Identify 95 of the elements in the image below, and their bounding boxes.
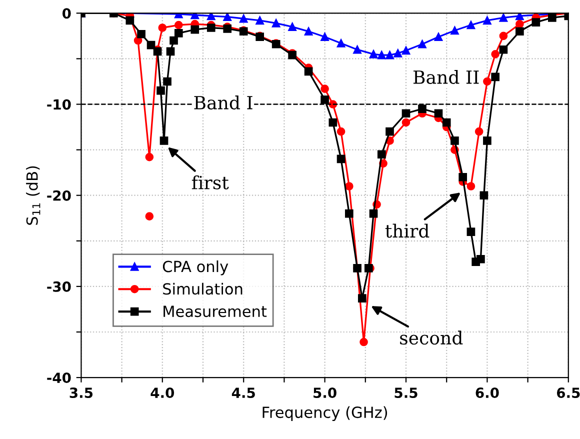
annotation: Band II: [413, 70, 479, 84]
point: [483, 136, 492, 145]
point: [377, 150, 386, 159]
x-tick-label: 5.0: [314, 388, 336, 398]
point: [304, 67, 313, 76]
point: [386, 127, 394, 136]
point: [516, 27, 524, 36]
point: [256, 16, 264, 25]
y-axis-title: S$_{11}$ (dB): [26, 166, 40, 225]
point: [548, 14, 556, 22]
point: [480, 191, 488, 200]
point: [320, 32, 329, 42]
point: [402, 109, 410, 118]
point: [499, 45, 508, 54]
point: [328, 118, 338, 127]
point: [320, 84, 329, 93]
legend-label: CPA only: [162, 260, 228, 276]
point: [499, 14, 508, 22]
point: [418, 40, 426, 48]
point: [532, 18, 540, 26]
y-tick-label: 0: [62, 8, 71, 19]
point: [402, 46, 410, 55]
point: [369, 209, 378, 218]
point: [474, 127, 484, 136]
point: [418, 104, 426, 113]
x-tick-label: 4.0: [150, 388, 174, 398]
point: [466, 182, 476, 190]
point: [377, 50, 386, 60]
point: [304, 27, 313, 36]
point: [336, 127, 346, 136]
point: [336, 39, 346, 48]
point: [344, 209, 354, 218]
y-tick-label: -40: [47, 372, 71, 384]
point: [386, 50, 394, 60]
legend-label: Simulation: [163, 282, 242, 295]
point: [156, 86, 165, 95]
y-tick-label: -10: [47, 99, 71, 110]
point: [358, 294, 366, 302]
x-tick-label: 3.5: [70, 388, 93, 398]
point: [369, 50, 378, 58]
point: [320, 96, 329, 104]
point: [166, 47, 175, 56]
point: [288, 22, 296, 31]
point: [163, 77, 172, 86]
point: [434, 109, 443, 118]
point: [336, 154, 346, 164]
point: [223, 13, 232, 21]
point: [239, 14, 248, 23]
point: [174, 29, 183, 38]
point: [476, 254, 485, 264]
point: [491, 50, 500, 58]
point: [170, 36, 178, 45]
point: [402, 118, 410, 127]
point: [126, 16, 134, 25]
point: [394, 49, 402, 58]
point: [499, 32, 508, 40]
annotation: second: [400, 330, 463, 345]
point: [466, 228, 476, 236]
annotation: third: [385, 224, 430, 238]
x-axis-title: Frequency (GHz): [262, 406, 388, 422]
point: [190, 25, 200, 34]
annotation: Band I: [194, 96, 252, 110]
point: [190, 13, 200, 20]
point: [442, 118, 451, 127]
point: [206, 24, 216, 32]
point: [516, 20, 524, 28]
point: [145, 152, 154, 162]
point: [450, 136, 459, 145]
point: [145, 212, 154, 220]
x-tick-label: 6.5: [556, 388, 580, 398]
point: [450, 26, 459, 35]
point: [466, 20, 476, 30]
legend-label: Measurement: [164, 306, 267, 318]
point: [434, 32, 443, 42]
point: [516, 13, 524, 20]
y-tick-label: -30: [47, 281, 71, 292]
point: [491, 72, 500, 82]
point: [206, 13, 216, 20]
point: [483, 16, 492, 25]
point: [137, 30, 146, 38]
point: [458, 172, 468, 182]
point: [174, 20, 183, 30]
x-tick-label: 5.5: [394, 388, 418, 398]
point: [344, 182, 354, 190]
point: [158, 24, 167, 32]
point: [146, 40, 156, 50]
point: [272, 19, 280, 28]
y-tick-label: -20: [47, 190, 71, 201]
x-tick-label: 6.0: [476, 388, 499, 398]
point: [360, 338, 368, 346]
point: [483, 77, 492, 86]
annotation: first: [192, 175, 229, 190]
point: [353, 45, 362, 54]
point: [160, 136, 168, 145]
x-tick-label: 4.5: [232, 388, 255, 398]
